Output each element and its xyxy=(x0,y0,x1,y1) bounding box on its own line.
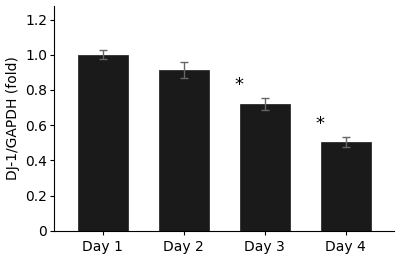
Text: *: * xyxy=(234,75,243,94)
Bar xyxy=(240,104,290,231)
Bar xyxy=(321,142,371,231)
Text: *: * xyxy=(315,115,324,133)
Bar xyxy=(159,70,209,231)
Y-axis label: DJ-1/GAPDH (fold): DJ-1/GAPDH (fold) xyxy=(6,56,20,180)
Bar xyxy=(78,55,128,231)
